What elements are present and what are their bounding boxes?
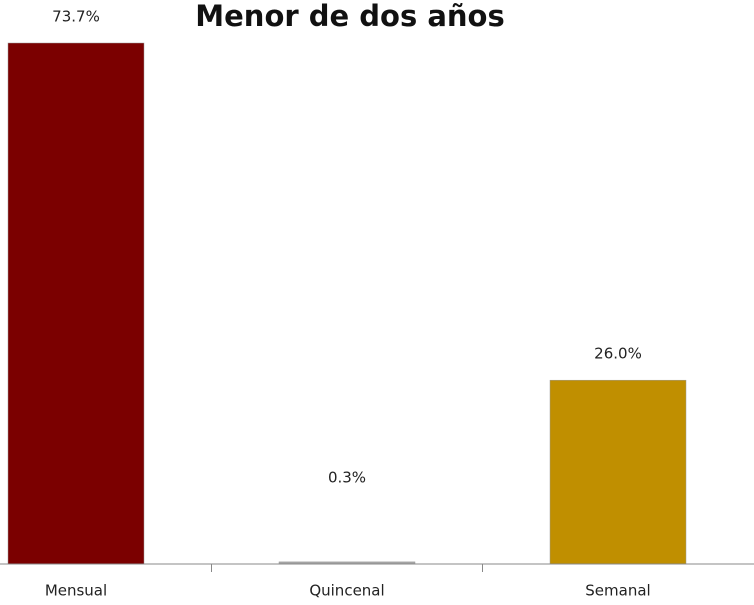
x-tick-label: Semanal — [585, 582, 650, 600]
value-label: 0.3% — [328, 468, 366, 486]
x-tick-label: Quincenal — [309, 582, 384, 600]
bar — [549, 379, 687, 565]
x-tick-label: Mensual — [45, 582, 107, 600]
chart-title: Menor de dos años — [195, 0, 504, 33]
value-label: 26.0% — [594, 345, 642, 363]
value-label: 73.7% — [52, 8, 100, 26]
bar — [7, 42, 145, 565]
